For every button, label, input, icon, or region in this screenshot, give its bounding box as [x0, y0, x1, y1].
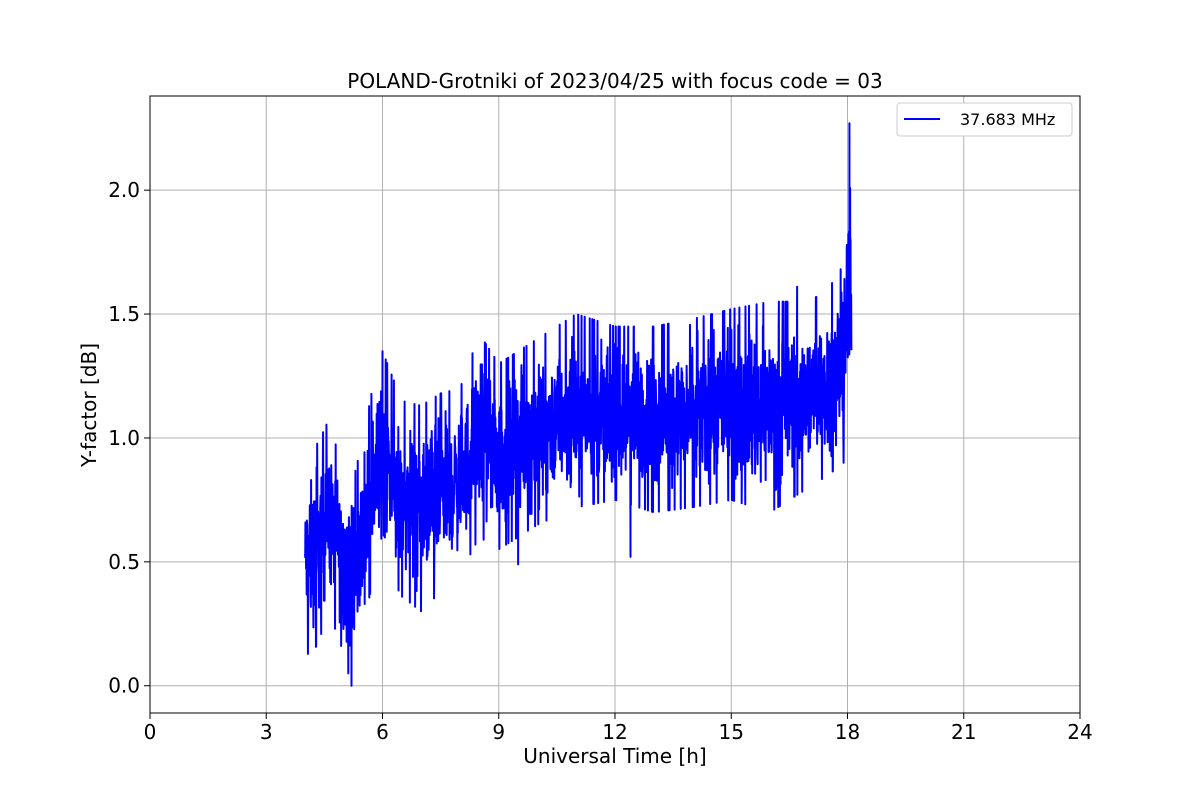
y-axis-label: Y-factor [dB]: [77, 343, 101, 468]
legend-box: [896, 102, 1073, 137]
x-tick-label: 3: [260, 720, 273, 744]
x-tick-label: 0: [144, 720, 157, 744]
y-tick-label: 1.0: [108, 426, 140, 450]
y-tick-label: 0.5: [108, 550, 140, 574]
x-tick-label: 15: [719, 720, 744, 744]
y-axis: 0.0 0.5 1.0 1.5 2.0: [108, 178, 150, 698]
x-axis: 0 3 6 9 12 15 18 21 24: [144, 713, 1093, 744]
x-tick-label: 24: [1067, 720, 1092, 744]
x-tick-label: 21: [951, 720, 976, 744]
x-tick-label: 18: [835, 720, 860, 744]
y-tick-label: 1.5: [108, 302, 140, 326]
y-tick-label: 2.0: [108, 178, 140, 202]
plot-area: [304, 122, 853, 687]
chart-title: POLAND-Grotniki of 2023/04/25 with focus…: [347, 69, 882, 93]
x-axis-label: Universal Time [h]: [523, 744, 706, 768]
series-line-37683mhz: [304, 122, 853, 687]
y-tick-label: 0.0: [108, 674, 140, 698]
legend-label-37683mhz: 37.683 MHz: [960, 110, 1055, 129]
x-tick-label: 12: [602, 720, 627, 744]
x-tick-label: 6: [376, 720, 389, 744]
x-tick-label: 9: [492, 720, 505, 744]
legend: 37.683 MHz: [896, 102, 1073, 137]
